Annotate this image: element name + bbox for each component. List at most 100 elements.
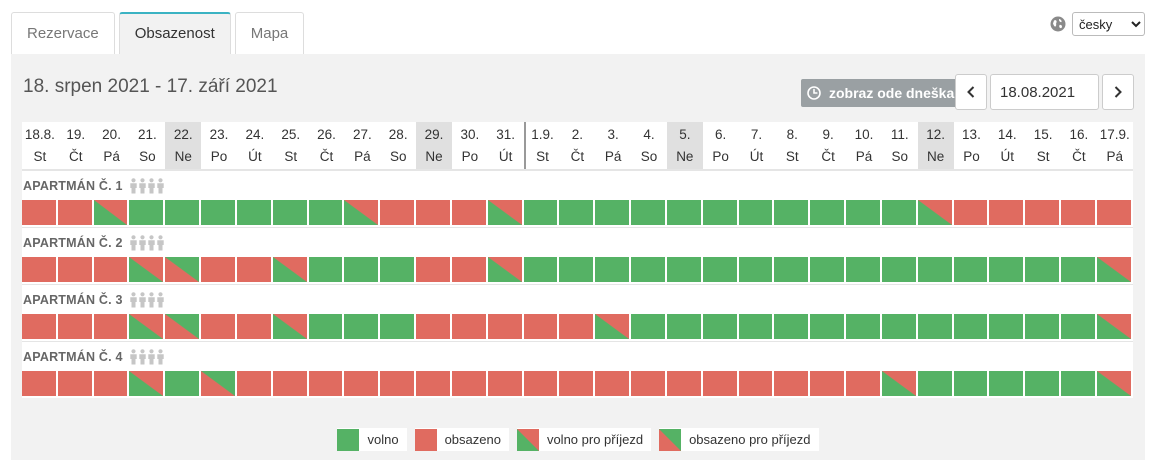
availability-cell[interactable] xyxy=(953,371,990,396)
availability-cell[interactable] xyxy=(201,257,237,282)
availability-cell[interactable] xyxy=(953,314,990,339)
availability-cell[interactable] xyxy=(129,257,166,282)
availability-cell[interactable] xyxy=(57,371,94,396)
availability-cell[interactable] xyxy=(380,200,417,225)
availability-cell[interactable] xyxy=(416,257,452,282)
availability-cell[interactable] xyxy=(989,314,1026,339)
availability-cell[interactable] xyxy=(595,200,632,225)
availability-cell[interactable] xyxy=(523,200,560,225)
availability-cell[interactable] xyxy=(308,257,345,282)
availability-cell[interactable] xyxy=(1025,257,1062,282)
availability-cell[interactable] xyxy=(201,314,237,339)
availability-cell[interactable] xyxy=(917,200,954,225)
availability-cell[interactable] xyxy=(559,257,596,282)
availability-cell[interactable] xyxy=(201,200,237,225)
availability-cell[interactable] xyxy=(344,200,381,225)
availability-cell[interactable] xyxy=(810,371,847,396)
availability-cell[interactable] xyxy=(57,200,94,225)
availability-cell[interactable] xyxy=(1061,257,1097,282)
availability-cell[interactable] xyxy=(1096,200,1133,225)
availability-cell[interactable] xyxy=(57,314,94,339)
availability-cell[interactable] xyxy=(1061,200,1097,225)
availability-cell[interactable] xyxy=(236,257,273,282)
availability-cell[interactable] xyxy=(344,371,381,396)
availability-cell[interactable] xyxy=(165,314,202,339)
availability-cell[interactable] xyxy=(738,200,775,225)
availability-cell[interactable] xyxy=(702,371,739,396)
availability-cell[interactable] xyxy=(523,314,560,339)
availability-cell[interactable] xyxy=(881,257,918,282)
availability-cell[interactable] xyxy=(989,257,1026,282)
availability-cell[interactable] xyxy=(810,314,847,339)
previous-period-button[interactable] xyxy=(955,74,987,110)
availability-cell[interactable] xyxy=(917,257,954,282)
availability-cell[interactable] xyxy=(774,257,811,282)
availability-cell[interactable] xyxy=(846,371,882,396)
availability-cell[interactable] xyxy=(93,371,130,396)
availability-cell[interactable] xyxy=(201,371,237,396)
availability-cell[interactable] xyxy=(236,200,273,225)
availability-cell[interactable] xyxy=(487,257,524,282)
availability-cell[interactable] xyxy=(22,371,58,396)
tab-obsazenost[interactable]: Obsazenost xyxy=(118,12,231,54)
availability-cell[interactable] xyxy=(129,200,166,225)
availability-cell[interactable] xyxy=(702,314,739,339)
availability-cell[interactable] xyxy=(451,314,488,339)
tab-mapa[interactable]: Mapa xyxy=(234,12,305,54)
availability-cell[interactable] xyxy=(738,257,775,282)
availability-cell[interactable] xyxy=(666,314,703,339)
availability-cell[interactable] xyxy=(272,257,309,282)
availability-cell[interactable] xyxy=(881,314,918,339)
availability-cell[interactable] xyxy=(93,200,130,225)
language-select[interactable]: česky xyxy=(1072,12,1145,36)
availability-cell[interactable] xyxy=(595,371,632,396)
availability-cell[interactable] xyxy=(165,371,202,396)
availability-cell[interactable] xyxy=(380,371,417,396)
availability-cell[interactable] xyxy=(881,371,918,396)
availability-cell[interactable] xyxy=(810,200,847,225)
availability-cell[interactable] xyxy=(1096,314,1133,339)
availability-cell[interactable] xyxy=(308,314,345,339)
availability-cell[interactable] xyxy=(236,314,273,339)
availability-cell[interactable] xyxy=(1025,314,1062,339)
availability-cell[interactable] xyxy=(22,314,58,339)
availability-cell[interactable] xyxy=(93,257,130,282)
availability-cell[interactable] xyxy=(631,371,667,396)
availability-cell[interactable] xyxy=(953,257,990,282)
availability-cell[interactable] xyxy=(308,200,345,225)
availability-cell[interactable] xyxy=(631,200,667,225)
availability-cell[interactable] xyxy=(702,200,739,225)
availability-cell[interactable] xyxy=(22,257,58,282)
availability-cell[interactable] xyxy=(380,314,417,339)
availability-cell[interactable] xyxy=(451,257,488,282)
show-from-today-button[interactable]: zobraz ode dneška xyxy=(801,79,962,107)
availability-cell[interactable] xyxy=(666,371,703,396)
availability-cell[interactable] xyxy=(595,314,632,339)
availability-cell[interactable] xyxy=(487,371,524,396)
availability-cell[interactable] xyxy=(451,371,488,396)
availability-cell[interactable] xyxy=(272,200,309,225)
availability-cell[interactable] xyxy=(774,200,811,225)
availability-cell[interactable] xyxy=(22,200,58,225)
availability-cell[interactable] xyxy=(344,257,381,282)
availability-cell[interactable] xyxy=(344,314,381,339)
availability-cell[interactable] xyxy=(595,257,632,282)
availability-cell[interactable] xyxy=(129,371,166,396)
availability-cell[interactable] xyxy=(1061,371,1097,396)
availability-cell[interactable] xyxy=(1096,257,1133,282)
availability-cell[interactable] xyxy=(165,257,202,282)
availability-cell[interactable] xyxy=(416,314,452,339)
availability-cell[interactable] xyxy=(917,314,954,339)
availability-cell[interactable] xyxy=(416,200,452,225)
availability-cell[interactable] xyxy=(93,314,130,339)
availability-cell[interactable] xyxy=(559,371,596,396)
availability-cell[interactable] xyxy=(738,314,775,339)
availability-cell[interactable] xyxy=(57,257,94,282)
availability-cell[interactable] xyxy=(236,371,273,396)
availability-cell[interactable] xyxy=(774,371,811,396)
availability-cell[interactable] xyxy=(165,200,202,225)
availability-cell[interactable] xyxy=(1025,200,1062,225)
availability-cell[interactable] xyxy=(1061,314,1097,339)
availability-cell[interactable] xyxy=(487,200,524,225)
availability-cell[interactable] xyxy=(1025,371,1062,396)
